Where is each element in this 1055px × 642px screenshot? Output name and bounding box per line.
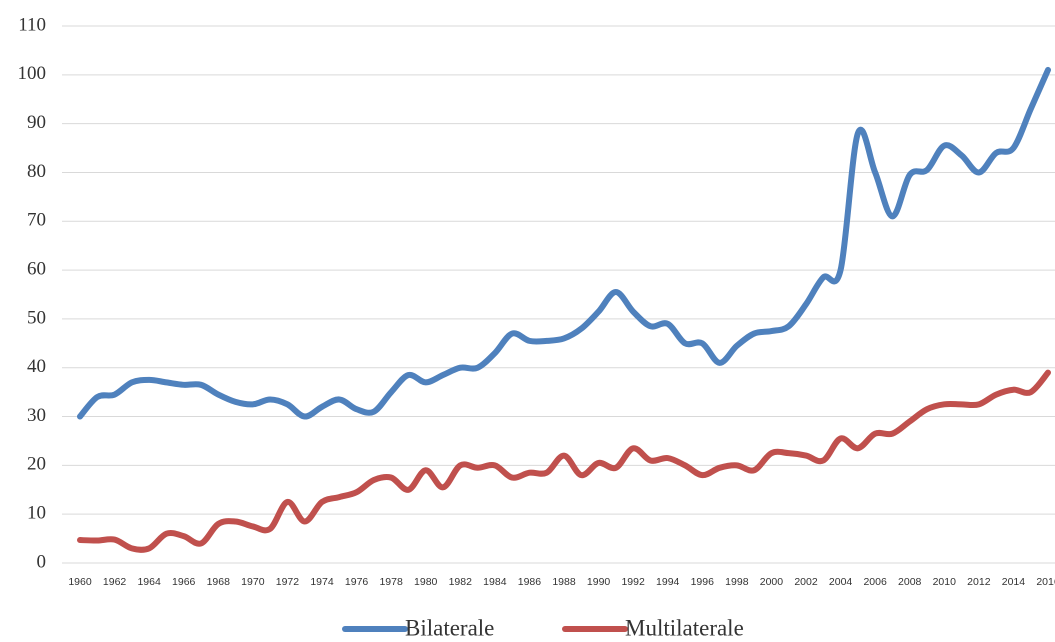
- y-tick-label: 110: [18, 14, 46, 35]
- y-tick-label: 30: [27, 405, 46, 426]
- y-tick-label: 90: [27, 112, 46, 133]
- y-tick-label: 0: [37, 551, 47, 572]
- x-tick-label: 1988: [552, 576, 576, 588]
- y-tick-label: 10: [27, 503, 46, 524]
- x-tick-label: 2002: [794, 576, 818, 588]
- legend-label: Multilaterale: [625, 615, 744, 640]
- x-tick-label: 2012: [967, 576, 991, 588]
- x-tick-label: 2006: [863, 576, 887, 588]
- x-tick-label: 1998: [725, 576, 749, 588]
- x-tick-label: 1982: [449, 576, 473, 588]
- x-tick-label: 1976: [345, 576, 369, 588]
- x-tick-label: 2016: [1036, 576, 1055, 588]
- x-tick-label: 1980: [414, 576, 438, 588]
- x-tick-label: 1986: [518, 576, 542, 588]
- x-tick-label: 2010: [933, 576, 957, 588]
- data-line: [77, 369, 1051, 553]
- x-tick-label: 1960: [68, 576, 92, 588]
- y-tick-label: 20: [27, 454, 46, 475]
- x-tick-label: 1994: [656, 576, 680, 588]
- x-tick-label: 1964: [137, 576, 161, 588]
- y-tick-label: 100: [18, 63, 47, 84]
- x-tick-label: 1978: [379, 576, 403, 588]
- x-tick-label: 2014: [1002, 576, 1026, 588]
- y-tick-label: 70: [27, 210, 46, 231]
- x-tick-label: 2008: [898, 576, 922, 588]
- legend-label: Bilaterale: [405, 615, 494, 640]
- x-tick-label: 1992: [621, 576, 645, 588]
- x-tick-label: 1970: [241, 576, 265, 588]
- data-line: [77, 66, 1051, 420]
- x-tick-label: 1996: [691, 576, 715, 588]
- x-tick-label: 1972: [276, 576, 300, 588]
- y-tick-label: 50: [27, 307, 46, 328]
- x-tick-label: 1968: [207, 576, 231, 588]
- x-tick-label: 1990: [587, 576, 611, 588]
- x-tick-label: 2004: [829, 576, 853, 588]
- x-tick-label: 1966: [172, 576, 196, 588]
- y-tick-label: 60: [27, 258, 46, 279]
- y-tick-label: 80: [27, 161, 46, 182]
- x-tick-label: 1974: [310, 576, 334, 588]
- x-tick-label: 1984: [483, 576, 507, 588]
- x-tick-label: 2000: [760, 576, 784, 588]
- x-tick-label: 1962: [103, 576, 127, 588]
- y-tick-label: 40: [27, 356, 46, 377]
